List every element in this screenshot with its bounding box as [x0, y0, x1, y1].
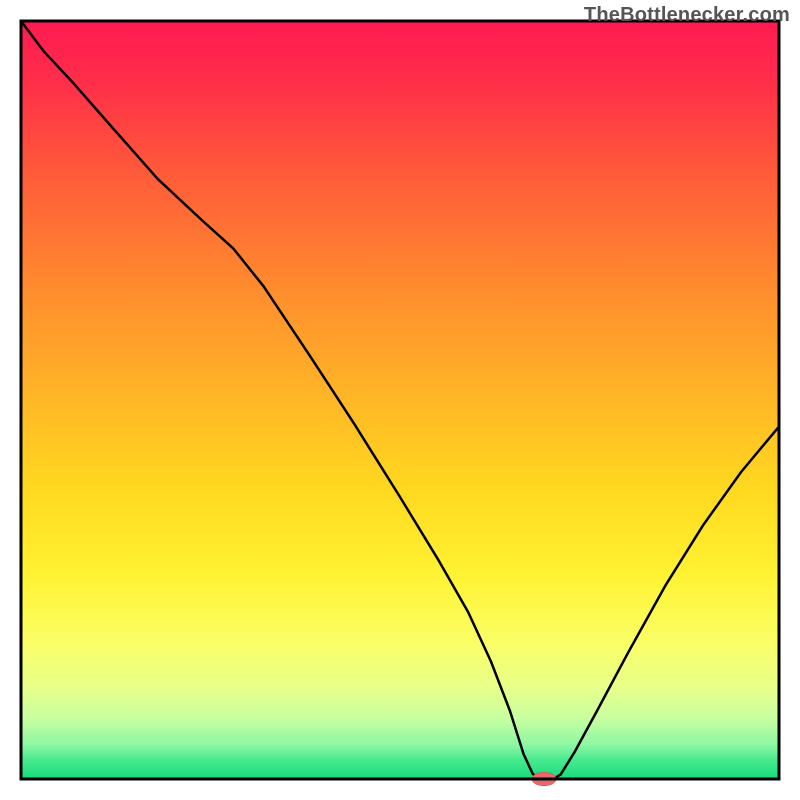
watermark-text: TheBottlenecker.com [584, 4, 790, 27]
chart-svg [0, 0, 800, 800]
plot-background [21, 21, 779, 779]
chart-container: TheBottlenecker.com [0, 0, 800, 800]
